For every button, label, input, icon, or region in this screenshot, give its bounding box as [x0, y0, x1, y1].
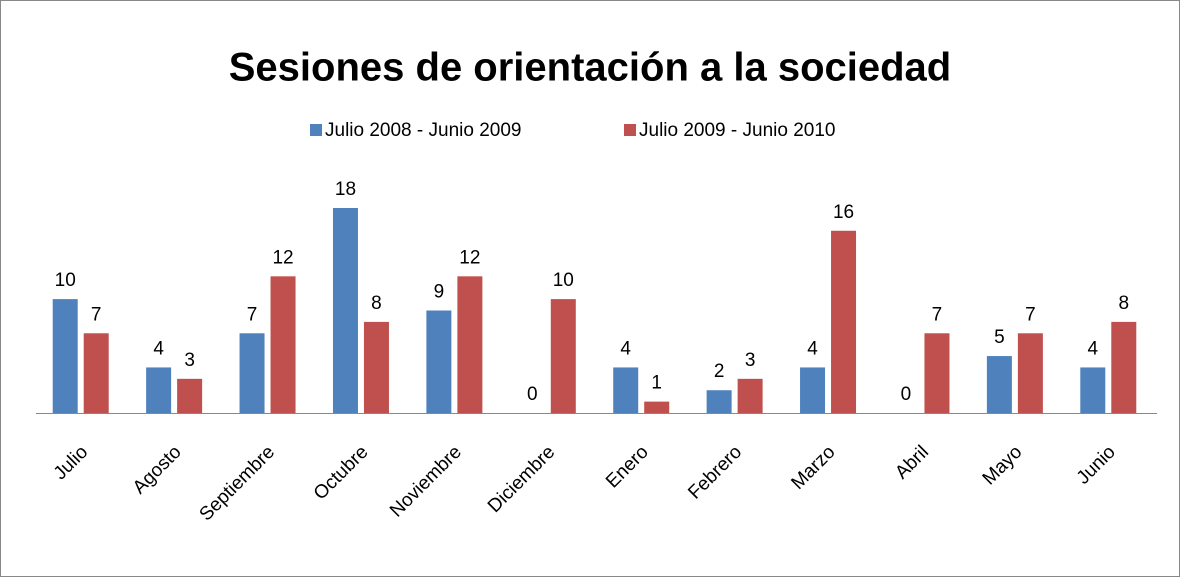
bar	[270, 276, 296, 413]
legend-swatch	[310, 124, 322, 136]
bar	[644, 401, 670, 413]
bar	[986, 356, 1012, 413]
bar	[1111, 321, 1137, 413]
bar	[363, 321, 389, 413]
data-label: 1	[651, 373, 662, 394]
data-label: 0	[527, 384, 538, 405]
chart-title: Sesiones de orientación a la sociedad	[229, 46, 951, 90]
data-label: 9	[434, 282, 445, 303]
data-label: 4	[153, 338, 164, 359]
data-label: 3	[745, 350, 756, 371]
data-label: 7	[91, 304, 102, 325]
bar	[737, 378, 763, 413]
data-label: 10	[553, 270, 574, 291]
data-label: 12	[459, 247, 480, 268]
data-label: 7	[247, 304, 258, 325]
bar	[1017, 333, 1043, 413]
bar	[924, 333, 950, 413]
data-label: 7	[1025, 304, 1036, 325]
bar	[613, 367, 639, 413]
data-label: 4	[807, 338, 818, 359]
data-label: 7	[932, 304, 943, 325]
data-label: 2	[714, 361, 725, 382]
bar	[239, 333, 265, 413]
bar	[706, 390, 732, 413]
data-label: 4	[1088, 338, 1099, 359]
legend-label: Julio 2009 - Junio 2010	[639, 120, 835, 141]
data-label: 12	[272, 247, 293, 268]
data-label: 3	[184, 350, 195, 371]
data-label: 5	[994, 327, 1005, 348]
data-label: 10	[55, 270, 76, 291]
data-label: 8	[1119, 293, 1130, 314]
data-label: 16	[833, 202, 854, 223]
bar	[332, 208, 358, 413]
bar	[457, 276, 483, 413]
bar	[1080, 367, 1106, 413]
bar	[426, 310, 452, 413]
bar	[177, 378, 203, 413]
data-label: 18	[335, 179, 356, 200]
data-label: 0	[901, 384, 912, 405]
bar	[52, 299, 78, 413]
bar	[550, 299, 576, 413]
bar	[83, 333, 109, 413]
legend-label: Julio 2008 - Junio 2009	[325, 120, 521, 141]
bar	[831, 230, 857, 413]
data-label: 8	[371, 293, 382, 314]
data-label: 4	[620, 338, 631, 359]
legend-swatch	[624, 124, 636, 136]
bar	[146, 367, 172, 413]
bar	[800, 367, 826, 413]
